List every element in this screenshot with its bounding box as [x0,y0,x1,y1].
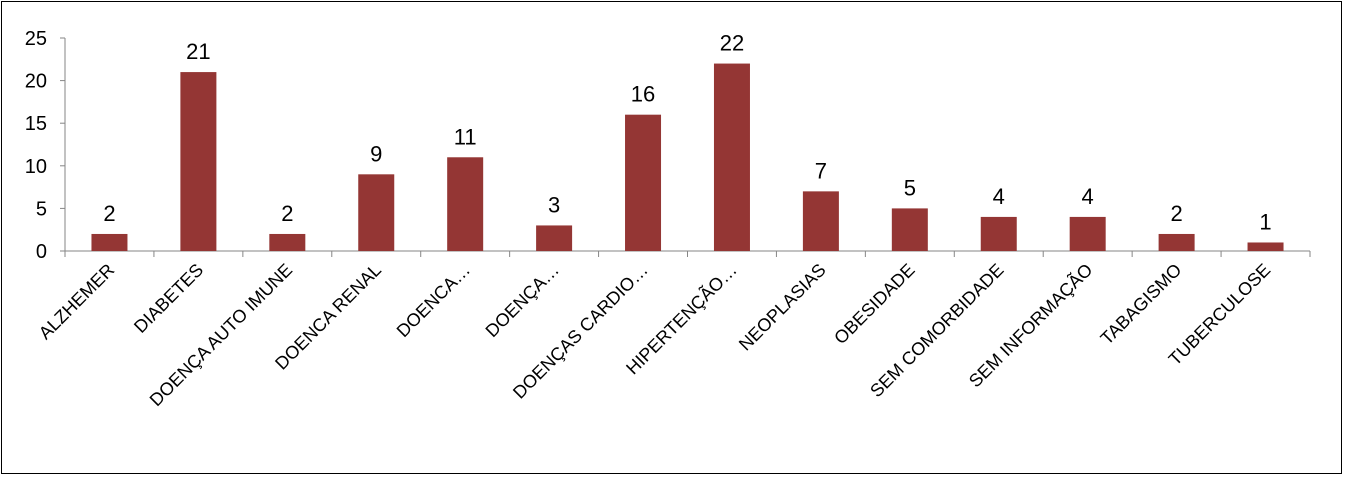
bar [980,216,1017,251]
x-category-label: DIABETES [130,260,207,337]
y-tick-label: 25 [25,28,47,50]
bar [269,233,306,251]
y-tick-label: 10 [25,156,47,178]
x-category-label: OBESIDADE [830,260,918,348]
y-tick-label: 15 [25,113,47,135]
x-category-label: DOENÇA… [482,260,563,341]
bar [180,72,217,251]
data-label: 4 [993,184,1005,209]
bar [1247,242,1284,251]
y-tick-label: 20 [25,71,47,93]
y-tick-label: 5 [36,198,47,220]
data-label: 5 [904,175,916,200]
data-label: 7 [815,158,827,183]
data-label: 4 [1082,184,1094,209]
data-label: 2 [103,201,115,226]
data-label: 11 [454,124,477,149]
data-label: 22 [720,31,744,56]
bar [802,191,839,251]
bar [713,63,750,252]
x-category-label: TABAGISMO [1097,260,1186,349]
bar [91,233,128,251]
data-label: 21 [186,39,210,64]
y-tick-label: 0 [36,241,47,263]
bar [358,174,395,251]
bar [447,157,484,251]
x-category-label: DOENÇA AUTO IMUNE [146,260,296,410]
data-label: 16 [631,82,655,107]
bar [536,225,573,251]
bar [891,208,928,251]
data-label: 2 [281,201,293,226]
data-label: 1 [1259,209,1271,234]
bar [1069,216,1106,251]
data-label: 2 [1170,201,1182,226]
bar [625,114,662,252]
x-category-label: NEOPLASIAS [735,260,830,355]
x-category-label: ALZHEMER [35,260,118,343]
bar [1158,233,1195,251]
data-label: 9 [370,141,382,166]
x-category-label: DOENCA… [393,260,474,341]
data-label: 3 [548,192,560,217]
